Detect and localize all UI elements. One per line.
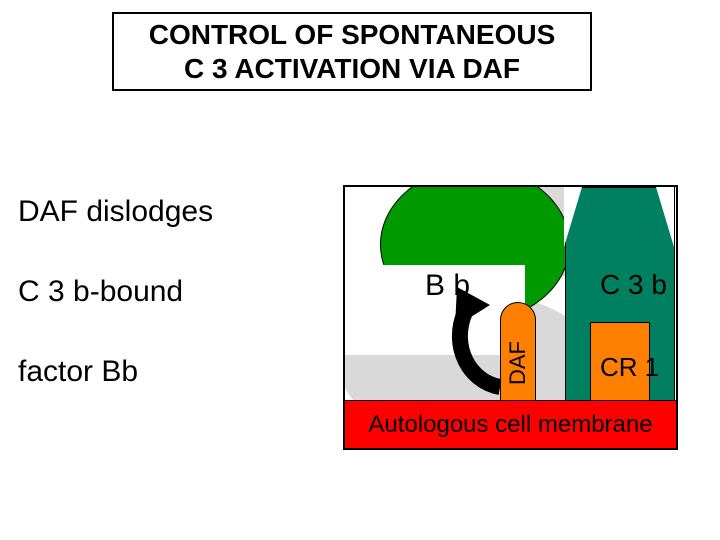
diagram-frame: B b C 3 b DAF CR 1 Autologous cell membr… xyxy=(343,185,678,450)
c3b-notch-left xyxy=(564,187,582,247)
c3b-notch-right xyxy=(656,187,674,247)
title-line-2: C 3 ACTIVATION VIA DAF xyxy=(184,53,520,84)
cr1-label: CR 1 xyxy=(600,352,659,383)
left-text-line-1: DAF dislodges xyxy=(18,195,213,229)
c3b-label: C 3 b xyxy=(600,269,667,301)
title-line-1: CONTROL OF SPONTANEOUS xyxy=(149,19,556,50)
left-text-line-2: C 3 b-bound xyxy=(18,275,183,309)
membrane-label: Autologous cell membrane xyxy=(368,411,652,439)
bb-label: B b xyxy=(425,269,470,303)
daf-label: DAF xyxy=(505,341,531,385)
title-box: CONTROL OF SPONTANEOUS C 3 ACTIVATION VI… xyxy=(112,12,592,91)
left-text-line-3: factor Bb xyxy=(18,355,138,389)
membrane-bar: Autologous cell membrane xyxy=(345,400,676,448)
